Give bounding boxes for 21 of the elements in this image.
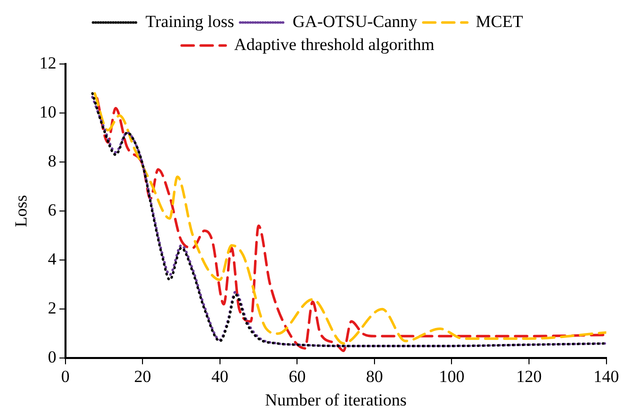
x-tick-label: 80: [366, 366, 383, 386]
x-tick-label: 0: [61, 366, 70, 386]
y-tick-label: 0: [48, 348, 56, 367]
legend-label: GA-OTSU-Canny: [292, 12, 418, 31]
y-tick-label: 10: [39, 102, 56, 122]
y-tick-label: 12: [39, 53, 56, 72]
x-tick-label: 120: [516, 366, 542, 386]
y-tick-label: 2: [48, 298, 56, 318]
x-axis-title: Number of iterations: [265, 390, 407, 410]
y-tick-label: 8: [48, 152, 56, 171]
y-tick-label: 6: [48, 200, 56, 220]
x-tick-label: 40: [211, 366, 228, 386]
x-tick-label: 60: [288, 366, 306, 386]
x-tick-label: 100: [438, 366, 464, 386]
legend-label: Adaptive threshold algorithm: [234, 34, 434, 54]
y-axis-title: Loss: [12, 195, 31, 228]
y-tick-label: 4: [48, 250, 57, 269]
x-tick-label: 140: [594, 366, 619, 386]
x-tick-label: 20: [134, 366, 152, 386]
legend-label: Training loss: [145, 12, 234, 31]
legend-label: MCET: [476, 12, 524, 31]
